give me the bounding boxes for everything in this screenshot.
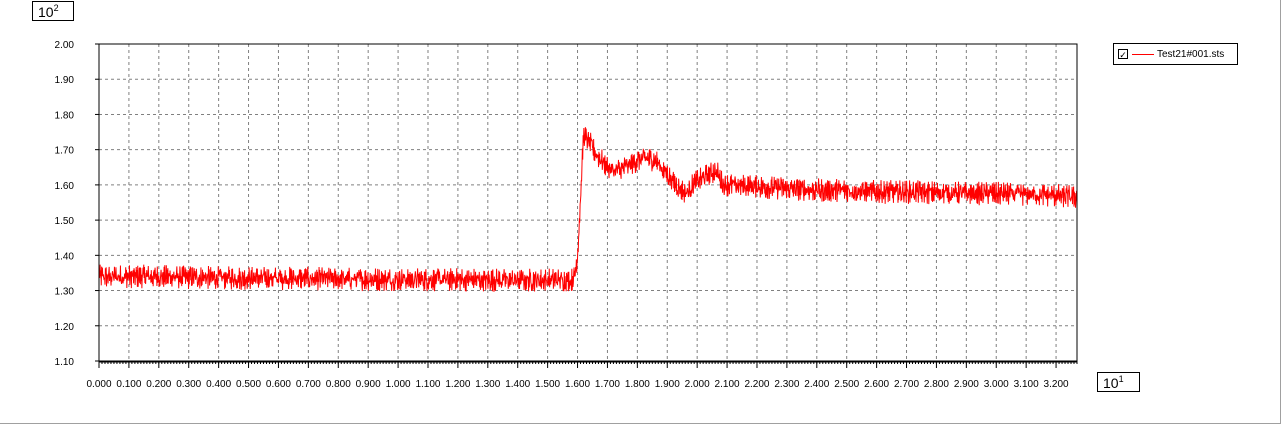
x-tick-label: 0.700 bbox=[296, 379, 321, 390]
x-tick-label: 2.100 bbox=[715, 379, 740, 390]
y-tick-label: 1.50 bbox=[55, 216, 75, 227]
y-tick-label: 2.00 bbox=[55, 40, 75, 51]
series-line-test21-001-sts bbox=[99, 127, 1078, 292]
x-tick-label: 0.500 bbox=[236, 379, 261, 390]
x-tick-label: 0.900 bbox=[356, 379, 381, 390]
x-tick-label: 1.200 bbox=[445, 379, 470, 390]
x-tick-label: 2.300 bbox=[774, 379, 799, 390]
y-tick-label: 1.90 bbox=[55, 75, 75, 86]
legend-series-swatch bbox=[1132, 53, 1154, 55]
x-tick-label: 1.300 bbox=[475, 379, 500, 390]
y-tick-label: 1.60 bbox=[55, 181, 75, 192]
y-tick-label: 1.70 bbox=[55, 146, 75, 157]
x-tick-label: 0.300 bbox=[176, 379, 201, 390]
series-layer bbox=[99, 127, 1078, 292]
x-tick-label: 3.000 bbox=[984, 379, 1009, 390]
x-tick-label: 2.400 bbox=[804, 379, 829, 390]
y-tick-label: 1.80 bbox=[55, 110, 75, 121]
x-tick-label: 0.800 bbox=[326, 379, 351, 390]
x-tick-label: 1.600 bbox=[565, 379, 590, 390]
x-scale-base: 10 bbox=[1103, 375, 1119, 391]
x-tick-label: 1.100 bbox=[415, 379, 440, 390]
legend: ✓ Test21#001.sts bbox=[1113, 43, 1238, 65]
x-tick-label: 2.000 bbox=[685, 379, 710, 390]
axes: 1.10 1.20 1.30 1.40 1.50 1.60 1.70 1.80 1.90 2.00… bbox=[55, 40, 1078, 390]
x-scale-exponent: 1 bbox=[1118, 374, 1124, 384]
x-tick-label: 2.900 bbox=[954, 379, 979, 390]
x-tick-label: 2.600 bbox=[864, 379, 889, 390]
y-tick-label: 1.30 bbox=[55, 287, 75, 298]
y-scale-base: 10 bbox=[38, 4, 54, 20]
x-tick-label: 1.700 bbox=[595, 379, 620, 390]
x-tick-label: 2.500 bbox=[834, 379, 859, 390]
x-tick-label: 0.000 bbox=[86, 379, 111, 390]
y-tick-label: 1.40 bbox=[55, 251, 75, 262]
grid-lines bbox=[99, 44, 1077, 361]
x-tick-label: 1.000 bbox=[386, 379, 411, 390]
x-tick-label: 2.200 bbox=[744, 379, 769, 390]
legend-series-checkbox[interactable]: ✓ bbox=[1118, 49, 1128, 60]
y-scale-exponent-box: 102 bbox=[32, 1, 74, 21]
y-tick-label: 1.10 bbox=[55, 357, 75, 368]
x-tick-label: 2.700 bbox=[894, 379, 919, 390]
x-tick-label: 1.400 bbox=[505, 379, 530, 390]
x-tick-label: 3.200 bbox=[1044, 379, 1069, 390]
x-tick-label: 0.200 bbox=[146, 379, 171, 390]
x-scale-exponent-box: 101 bbox=[1097, 372, 1140, 392]
legend-series-label: Test21#001.sts bbox=[1157, 48, 1225, 60]
y-tick-label: 1.20 bbox=[55, 322, 75, 333]
x-tick-label: 1.500 bbox=[535, 379, 560, 390]
x-tick-label: 1.900 bbox=[655, 379, 680, 390]
x-tick-label: 0.100 bbox=[116, 379, 141, 390]
x-tick-label: 2.800 bbox=[924, 379, 949, 390]
x-tick-label: 0.600 bbox=[266, 379, 291, 390]
x-tick-label: 3.100 bbox=[1014, 379, 1039, 390]
x-tick-label: 1.800 bbox=[625, 379, 650, 390]
plot-area-frame bbox=[98, 43, 1078, 362]
y-scale-exponent: 2 bbox=[53, 3, 59, 13]
x-tick-label: 0.400 bbox=[206, 379, 231, 390]
